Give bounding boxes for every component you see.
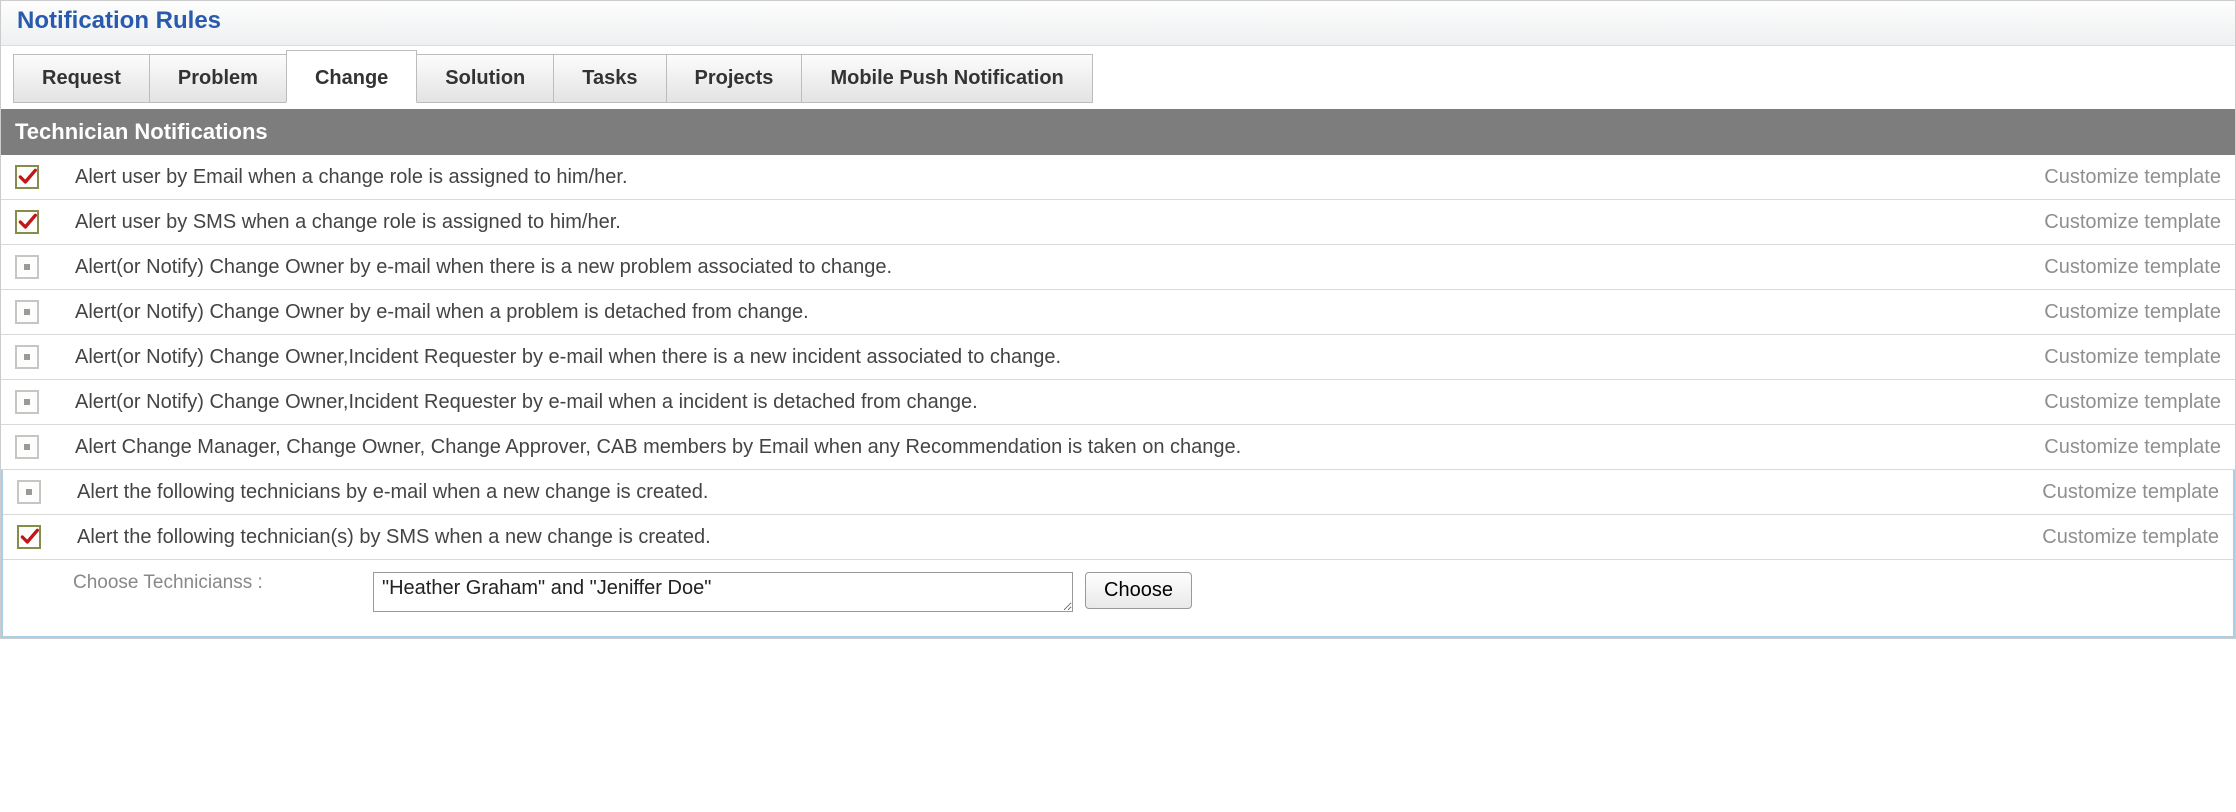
tab-problem[interactable]: Problem (149, 54, 287, 103)
customize-template-link[interactable]: Customize template (2044, 436, 2221, 459)
page-title: Notification Rules (17, 7, 221, 34)
rule-row: Alert user by SMS when a change role is … (1, 200, 2235, 245)
rule-checkbox[interactable] (15, 255, 39, 279)
highlight-rule-row: Alert the following technician(s) by SMS… (3, 515, 2233, 560)
customize-template-link[interactable]: Customize template (2044, 166, 2221, 189)
rule-checkbox[interactable] (15, 300, 39, 324)
rule-text: Alert the following technician(s) by SMS… (77, 526, 2042, 549)
tab-request[interactable]: Request (13, 54, 150, 103)
rule-row: Alert(or Notify) Change Owner,Incident R… (1, 335, 2235, 380)
rule-row: Alert(or Notify) Change Owner by e-mail … (1, 245, 2235, 290)
tab-change[interactable]: Change (286, 50, 417, 103)
choose-technicians-label: Choose Technicianss : (73, 572, 373, 594)
customize-template-link[interactable]: Customize template (2042, 526, 2219, 549)
rule-text: Alert(or Notify) Change Owner by e-mail … (75, 301, 2044, 324)
rule-checkbox[interactable] (17, 525, 41, 549)
rule-checkbox[interactable] (15, 390, 39, 414)
rule-checkbox[interactable] (15, 210, 39, 234)
customize-template-link[interactable]: Customize template (2042, 481, 2219, 504)
customize-template-link[interactable]: Customize template (2044, 346, 2221, 369)
customize-template-link[interactable]: Customize template (2044, 211, 2221, 234)
technicians-input[interactable] (373, 572, 1073, 612)
rule-row: Alert(or Notify) Change Owner by e-mail … (1, 290, 2235, 335)
rule-row: Alert(or Notify) Change Owner,Incident R… (1, 380, 2235, 425)
customize-template-link[interactable]: Customize template (2044, 391, 2221, 414)
tab-row: RequestProblemChangeSolutionTasksProject… (1, 46, 2235, 103)
rule-checkbox[interactable] (17, 480, 41, 504)
rule-text: Alert user by Email when a change role i… (75, 166, 2044, 189)
rules-list: Alert user by Email when a change role i… (1, 155, 2235, 470)
section-header: Technician Notifications (1, 109, 2235, 155)
rule-checkbox[interactable] (15, 345, 39, 369)
rule-text: Alert the following technicians by e-mai… (77, 481, 2042, 504)
rule-row: Alert user by Email when a change role i… (1, 155, 2235, 200)
tab-tasks[interactable]: Tasks (553, 54, 666, 103)
title-bar: Notification Rules (1, 1, 2235, 46)
highlight-rule-row: Alert the following technicians by e-mai… (3, 470, 2233, 515)
choose-technicians-row: Choose Technicianss : Choose (3, 560, 2233, 636)
notification-rules-panel: Notification Rules RequestProblemChangeS… (0, 0, 2236, 639)
customize-template-link[interactable]: Customize template (2044, 256, 2221, 279)
rule-checkbox[interactable] (15, 165, 39, 189)
highlight-block: Alert the following technicians by e-mai… (1, 470, 2235, 638)
rule-text: Alert(or Notify) Change Owner by e-mail … (75, 256, 2044, 279)
tab-projects[interactable]: Projects (666, 54, 803, 103)
customize-template-link[interactable]: Customize template (2044, 301, 2221, 324)
rule-text: Alert user by SMS when a change role is … (75, 211, 2044, 234)
rule-row: Alert Change Manager, Change Owner, Chan… (1, 425, 2235, 470)
tab-solution[interactable]: Solution (416, 54, 554, 103)
rule-text: Alert(or Notify) Change Owner,Incident R… (75, 391, 2044, 414)
rule-text: Alert(or Notify) Change Owner,Incident R… (75, 346, 2044, 369)
rule-text: Alert Change Manager, Change Owner, Chan… (75, 436, 2044, 459)
choose-button[interactable]: Choose (1085, 572, 1192, 609)
rule-checkbox[interactable] (15, 435, 39, 459)
tab-mobile-push-notification[interactable]: Mobile Push Notification (801, 54, 1092, 103)
